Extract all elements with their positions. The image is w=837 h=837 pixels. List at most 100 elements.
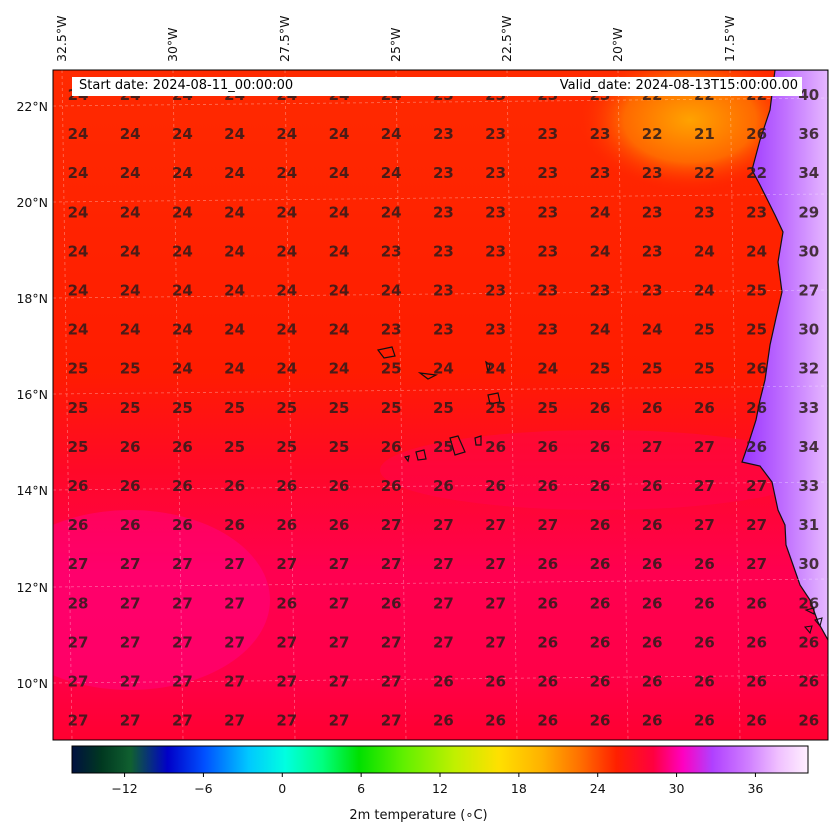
temperature-value: 27 bbox=[276, 555, 297, 573]
temperature-value: 26 bbox=[642, 712, 663, 730]
temperature-value: 26 bbox=[276, 594, 297, 612]
temperature-value: 24 bbox=[381, 125, 402, 143]
temperature-value: 26 bbox=[590, 712, 611, 730]
temperature-value: 30 bbox=[798, 321, 819, 339]
temperature-value: 24 bbox=[120, 203, 141, 221]
temperature-value: 26 bbox=[537, 477, 558, 495]
temperature-value: 26 bbox=[590, 477, 611, 495]
longitude-labels: 32.5°W 30°W 27.5°W 25°W 22.5°W 20°W 17.5°W bbox=[54, 16, 737, 62]
map-frame bbox=[52, 69, 829, 741]
temperature-value: 26 bbox=[642, 594, 663, 612]
temperature-value: 23 bbox=[381, 321, 402, 339]
colorbar-tick-label: 36 bbox=[747, 781, 763, 796]
temperature-value: 25 bbox=[746, 321, 767, 339]
temperature-value: 27 bbox=[276, 673, 297, 691]
temperature-value: 30 bbox=[798, 242, 819, 260]
temperature-value: 26 bbox=[172, 438, 193, 456]
temperature-value: 26 bbox=[224, 516, 245, 534]
temperature-value: 26 bbox=[381, 438, 402, 456]
temperature-value: 25 bbox=[537, 399, 558, 417]
temperature-value: 23 bbox=[433, 203, 454, 221]
temperature-value: 27 bbox=[224, 673, 245, 691]
temperature-value: 24 bbox=[485, 360, 506, 378]
temperature-value: 26 bbox=[537, 555, 558, 573]
temperature-value: 27 bbox=[433, 555, 454, 573]
temperature-value: 27 bbox=[172, 712, 193, 730]
temperature-value: 31 bbox=[798, 516, 819, 534]
temperature-value: 26 bbox=[798, 594, 819, 612]
temperature-value: 24 bbox=[172, 125, 193, 143]
temperature-value: 26 bbox=[694, 633, 715, 651]
colorbar-tick-label: 0 bbox=[278, 781, 286, 796]
africa-land bbox=[741, 70, 828, 642]
latitude-label: 12°N bbox=[16, 580, 48, 595]
temperature-value: 24 bbox=[329, 203, 350, 221]
colorbar-tick-label: 12 bbox=[432, 781, 448, 796]
temperature-value: 24 bbox=[590, 321, 611, 339]
temperature-value: 24 bbox=[381, 203, 402, 221]
temperature-value: 25 bbox=[642, 360, 663, 378]
temperature-value: 23 bbox=[590, 282, 611, 300]
temperature-value: 25 bbox=[381, 399, 402, 417]
temperature-value: 26 bbox=[329, 477, 350, 495]
temperature-value: 26 bbox=[642, 633, 663, 651]
temperature-value: 27 bbox=[537, 516, 558, 534]
temperature-value: 23 bbox=[537, 242, 558, 260]
temperature-value: 26 bbox=[642, 399, 663, 417]
temperature-value: 24 bbox=[68, 282, 89, 300]
temperature-value: 26 bbox=[746, 673, 767, 691]
temperature-value: 26 bbox=[798, 673, 819, 691]
temperature-value: 23 bbox=[381, 242, 402, 260]
start-date-label: Start date: 2024-08-11_00:00:00 bbox=[79, 78, 294, 93]
temperature-value: 22 bbox=[642, 125, 663, 143]
island-sao-nicolau bbox=[417, 372, 439, 380]
longitude-label: 27.5°W bbox=[277, 16, 292, 62]
temperature-value: 24 bbox=[68, 125, 89, 143]
temperature-value: 27 bbox=[120, 673, 141, 691]
temperature-value: 27 bbox=[224, 712, 245, 730]
temperature-field bbox=[53, 70, 828, 740]
temperature-value: 24 bbox=[68, 164, 89, 182]
colorbar-title: 2m temperature (∘C) bbox=[349, 808, 488, 823]
temperature-value: 26 bbox=[746, 438, 767, 456]
temperature-value: 24 bbox=[537, 360, 558, 378]
temperature-value: 23 bbox=[746, 203, 767, 221]
latitude-labels: 22°N 20°N 18°N 16°N 14°N 12°N 10°N bbox=[16, 99, 48, 691]
temperature-value: 27 bbox=[694, 477, 715, 495]
temperature-value: 24 bbox=[172, 203, 193, 221]
temperature-value: 26 bbox=[746, 594, 767, 612]
temperature-value: 32 bbox=[798, 360, 819, 378]
temperature-value: 25 bbox=[68, 360, 89, 378]
temperature-value: 27 bbox=[224, 555, 245, 573]
temperature-value: 27 bbox=[276, 633, 297, 651]
colorbar-tick-label: −6 bbox=[194, 781, 212, 796]
temperature-value: 26 bbox=[276, 516, 297, 534]
temperature-value: 24 bbox=[381, 282, 402, 300]
island-maio bbox=[474, 435, 482, 446]
temperature-value: 22 bbox=[746, 164, 767, 182]
temperature-value: 26 bbox=[537, 712, 558, 730]
temperature-value: 30 bbox=[798, 555, 819, 573]
temperature-value: 26 bbox=[590, 555, 611, 573]
temperature-value: 24 bbox=[172, 321, 193, 339]
temperature-value: 23 bbox=[537, 125, 558, 143]
temperature-value: 27 bbox=[68, 712, 89, 730]
temperature-value: 25 bbox=[224, 399, 245, 417]
temperature-value: 34 bbox=[798, 438, 819, 456]
temperature-value: 27 bbox=[694, 516, 715, 534]
temperature-value: 27 bbox=[746, 555, 767, 573]
temperature-value: 36 bbox=[798, 125, 819, 143]
temperature-value: 27 bbox=[746, 516, 767, 534]
island-santo-antao bbox=[376, 346, 396, 359]
temperature-value: 26 bbox=[694, 555, 715, 573]
temperature-value: 24 bbox=[172, 360, 193, 378]
temperature-value: 24 bbox=[120, 282, 141, 300]
temperature-value: 25 bbox=[68, 438, 89, 456]
temperature-value: 24 bbox=[224, 360, 245, 378]
temperature-value: 23 bbox=[642, 164, 663, 182]
temperature-value: 26 bbox=[120, 438, 141, 456]
temperature-value: 27 bbox=[68, 633, 89, 651]
temperature-value: 26 bbox=[746, 633, 767, 651]
latitude-label: 10°N bbox=[16, 676, 48, 691]
temperature-value: 33 bbox=[798, 477, 819, 495]
